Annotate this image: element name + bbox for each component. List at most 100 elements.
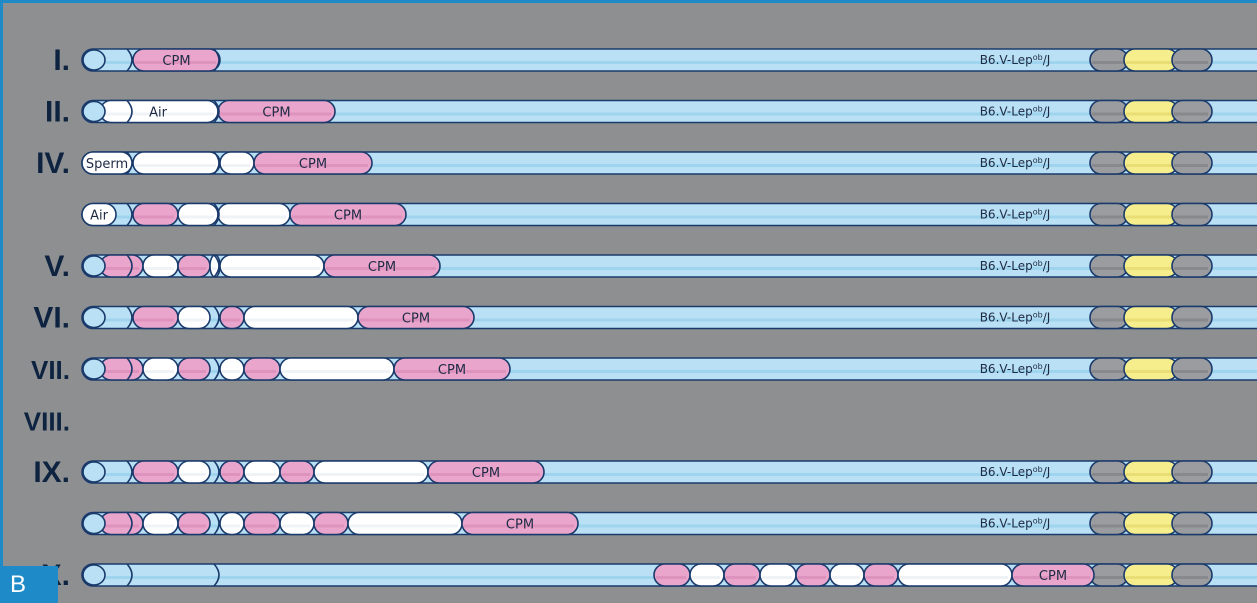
yellow-segment [1123, 511, 1179, 536]
medium-shade [86, 370, 1257, 373]
air-segment [243, 305, 359, 330]
air-segment [177, 460, 211, 484]
yellow-segment [1123, 99, 1179, 124]
pipette-1: CPM B6.V-Lepob/J [81, 48, 1257, 72]
cpm-segment [313, 511, 349, 536]
pipette-10: CPM [81, 563, 1257, 587]
cpm-segment [99, 254, 144, 278]
medium-column [81, 99, 1257, 124]
medium-shade [86, 318, 1257, 322]
cpm-segment [177, 254, 211, 278]
strain-label: B6.V-Lepob/J [980, 259, 1051, 274]
cpm-segment [132, 48, 221, 72]
cpm-segment [427, 460, 545, 484]
gray-segment [1171, 151, 1213, 175]
cpm-segment [99, 357, 144, 381]
cpm-label: CPM [506, 518, 534, 533]
cpm-segment [99, 511, 144, 536]
gray-segment [1089, 151, 1129, 175]
cpm-segment [289, 202, 407, 227]
tip-bubble [82, 255, 106, 277]
air-segment [829, 563, 865, 587]
cpm-segment [219, 460, 245, 484]
step-label: VII. [31, 355, 70, 385]
gray-segment [1089, 563, 1129, 587]
section-divider [213, 511, 220, 536]
panel-label: B [0, 566, 58, 603]
air-segment [219, 254, 325, 278]
air-segment [219, 511, 245, 536]
frame-top-border [0, 0, 1257, 3]
cpm-segment [177, 357, 211, 381]
cpm-label: CPM [1039, 569, 1067, 584]
section-divider [126, 511, 133, 536]
pipette-3: CPM Sperm B6.V-Lepob/J [81, 151, 1257, 175]
section-divider [126, 460, 133, 484]
tip-label: Sperm [86, 157, 128, 172]
step-label: V. [44, 250, 70, 283]
strain-label: B6.V-Lepob/J [980, 362, 1051, 377]
section-divider [213, 305, 220, 330]
gray-segment [1171, 563, 1213, 587]
air-segment [142, 511, 179, 536]
yellow-segment [1123, 254, 1179, 278]
step-label: IV. [36, 147, 70, 180]
cpm-segment [219, 305, 245, 330]
air-segment [142, 254, 179, 278]
cpm-segment [132, 305, 179, 330]
medium-shade [86, 267, 1257, 270]
cpm-segment [243, 511, 281, 536]
cpm-segment [132, 202, 179, 227]
step-label: I. [53, 44, 70, 77]
tip-bubble [82, 512, 106, 535]
air-segment [219, 357, 245, 381]
medium-shade [86, 215, 1257, 219]
yellow-segment [1123, 48, 1179, 72]
gray-segment [1089, 460, 1129, 484]
pipette-6: CPM B6.V-Lepob/J [81, 305, 1257, 330]
frame-left-border [0, 0, 3, 603]
pipette-8: CPM B6.V-Lepob/J [81, 460, 1257, 484]
air-segment [279, 511, 315, 536]
medium-shade [86, 112, 1257, 116]
step-label: IX. [33, 456, 70, 489]
strain-label: B6.V-Lepob/J [980, 156, 1051, 171]
cpm-segment [653, 563, 691, 587]
cpm-segment [279, 460, 315, 484]
pipette-2: Air CPM B6.V-Lepob/J [81, 99, 1257, 124]
cpm-label: CPM [334, 209, 362, 224]
medium-shade [86, 61, 1257, 64]
step-label: VI. [33, 302, 70, 335]
air-label: Air [149, 106, 168, 121]
gray-segment [1089, 305, 1129, 330]
section-divider [213, 202, 220, 227]
cpm-segment [253, 151, 373, 175]
air-segment [142, 357, 179, 381]
cpm-label: CPM [299, 157, 327, 172]
cpm-segment [1011, 563, 1095, 587]
gray-segment [1089, 99, 1129, 124]
gray-segment [1171, 99, 1213, 124]
section-divider [213, 357, 220, 381]
pipette-5: CPM B6.V-Lepob/J [81, 254, 1257, 278]
section-divider [213, 99, 220, 124]
cpm-segment [723, 563, 761, 587]
gray-segment [1171, 48, 1213, 72]
gray-segment [1089, 202, 1129, 227]
gray-segment [1171, 202, 1213, 227]
section-divider [126, 202, 133, 227]
section-divider [126, 563, 133, 587]
gray-segment [1089, 357, 1129, 381]
yellow-segment [1123, 202, 1179, 227]
cpm-label: CPM [162, 54, 190, 69]
medium-shade [86, 164, 1257, 167]
section-divider [213, 151, 220, 175]
cpm-segment [323, 254, 441, 278]
tip-bubble [82, 461, 106, 483]
tip-capsule [81, 151, 133, 175]
section-divider [213, 563, 220, 587]
cpm-segment [217, 99, 336, 124]
air-segment [347, 511, 463, 536]
step-label: II. [45, 96, 70, 129]
yellow-segment [1123, 460, 1179, 484]
